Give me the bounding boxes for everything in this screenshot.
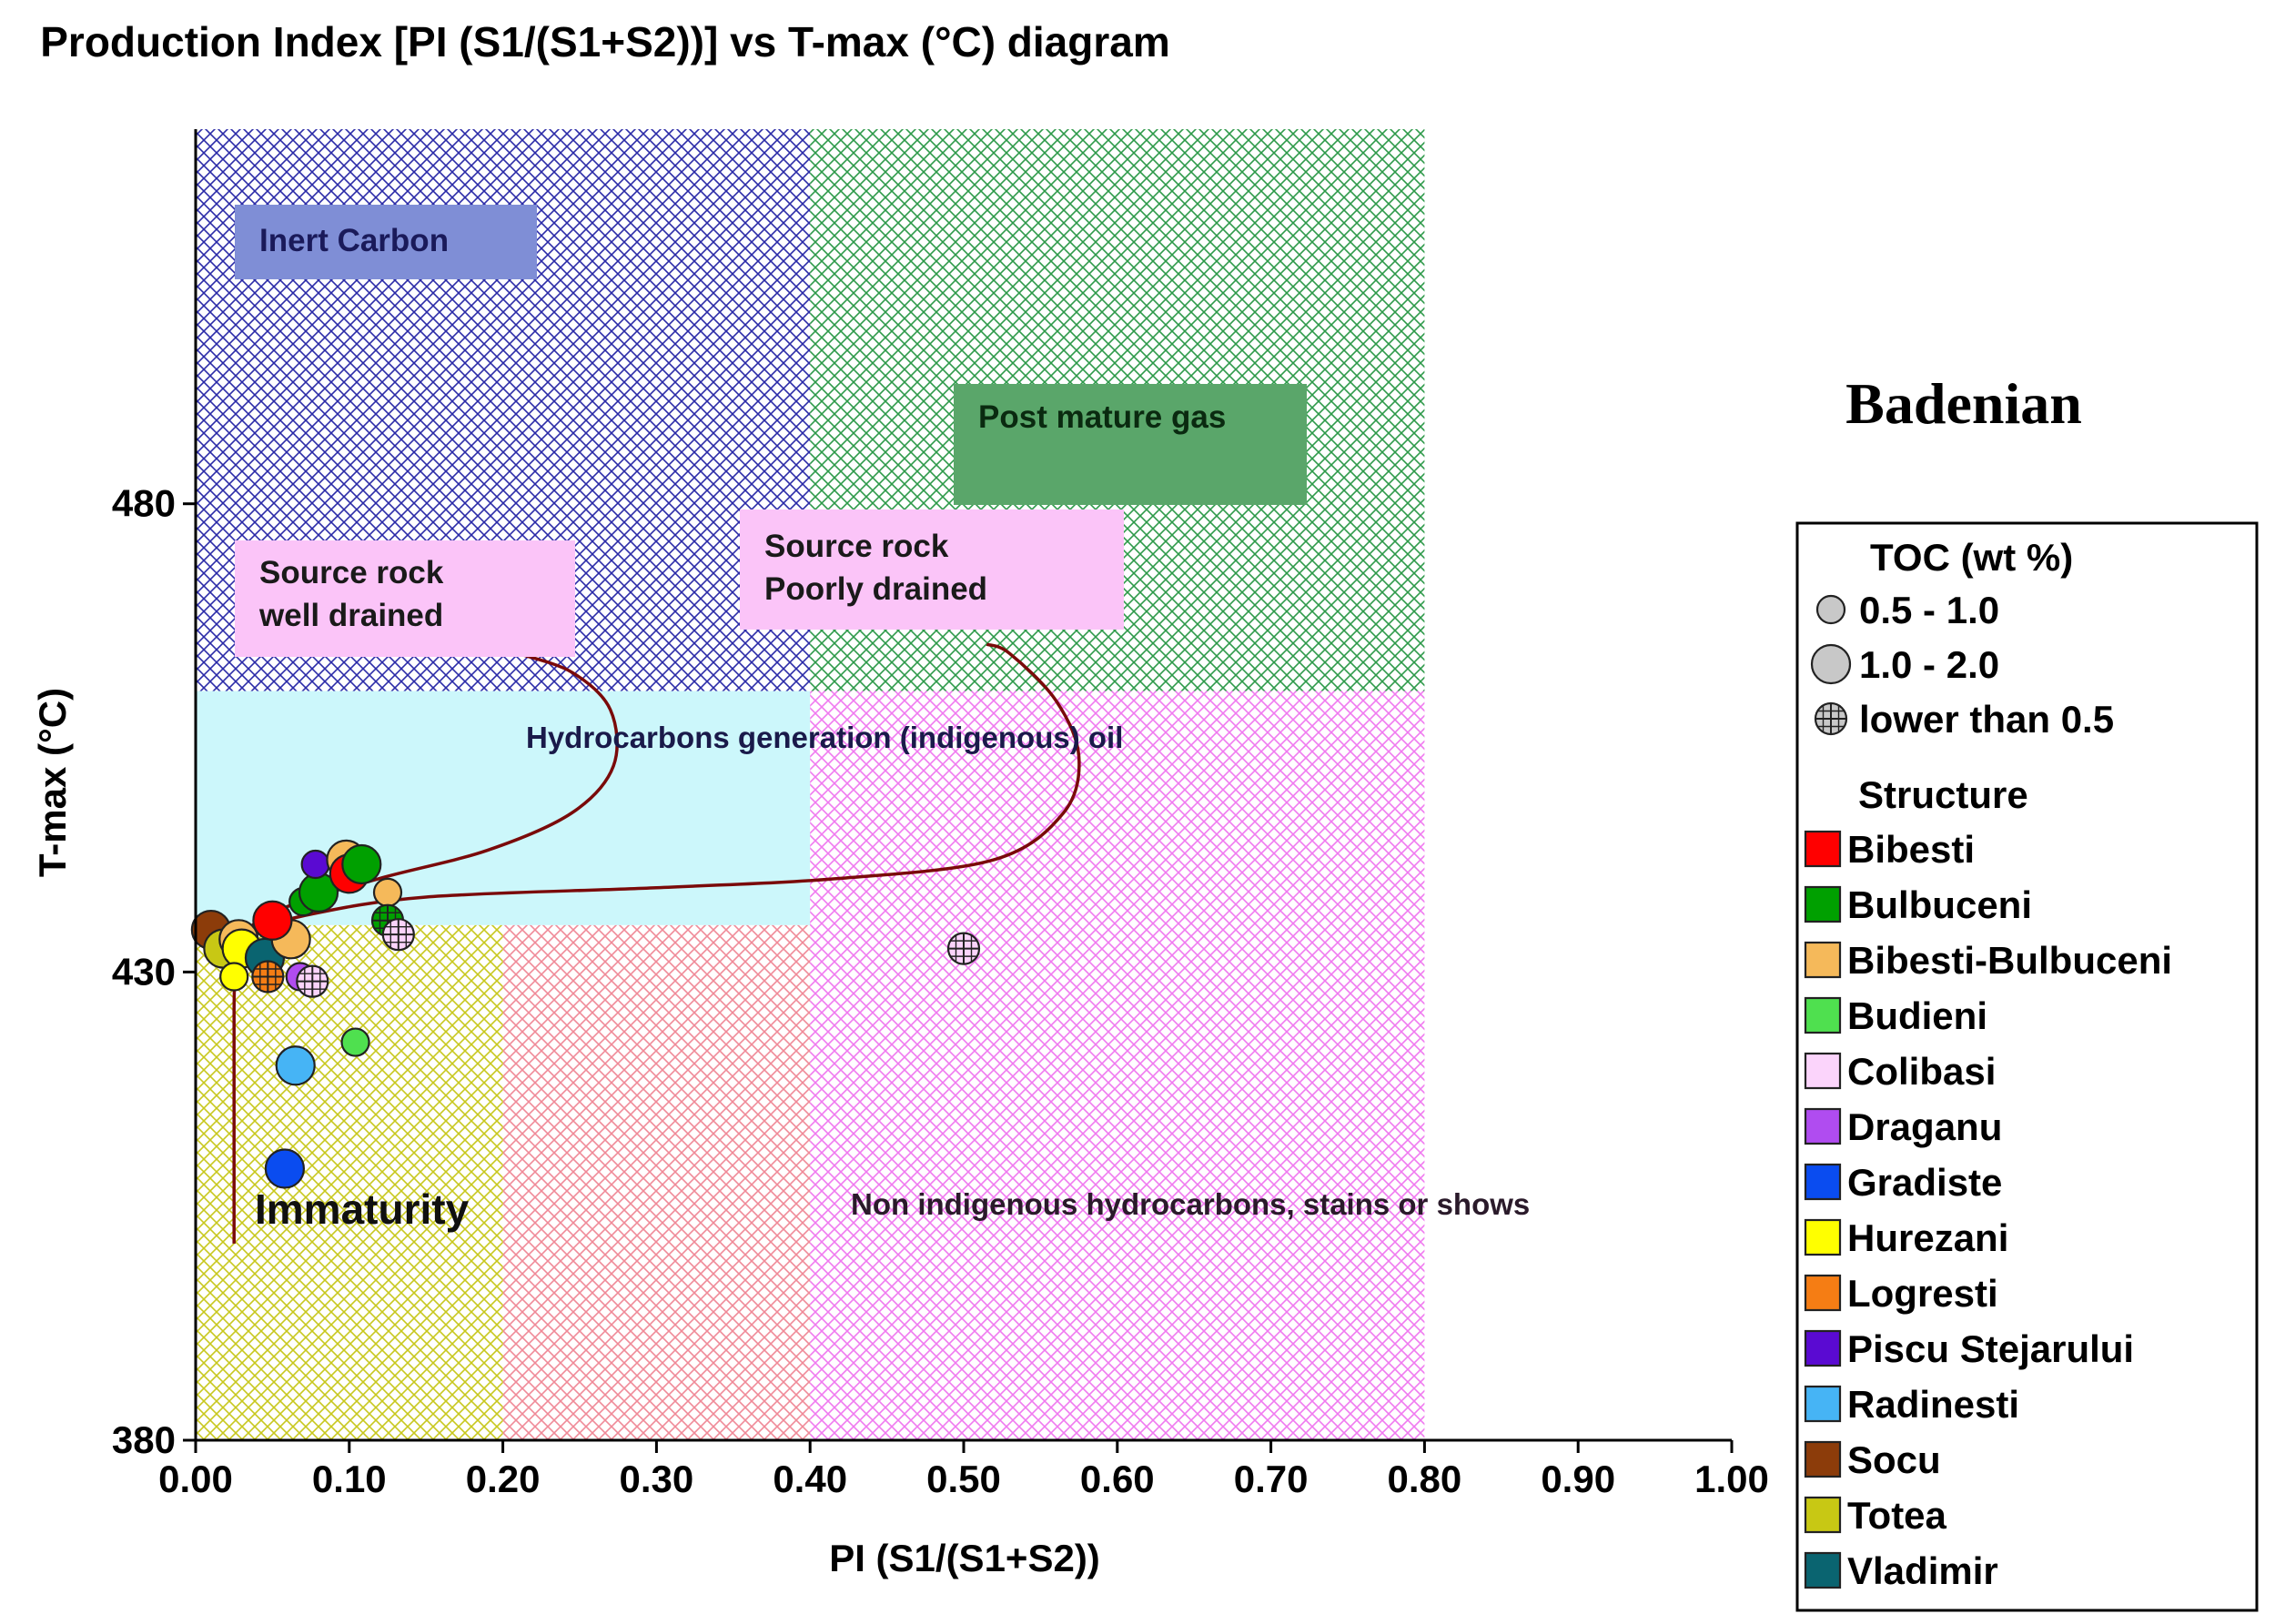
legend-toc-marker-lower-than-0-5: [1814, 701, 1848, 736]
data-point-bibesti-bulbuceni: [372, 877, 403, 907]
zone-labels: Inert Carbon Post mature gas Source rock…: [235, 205, 1530, 1233]
immaturity-label: Immaturity: [255, 1185, 470, 1233]
legend-swatch-gradiste: [1804, 1163, 1842, 1201]
y-axis-label: T-max (°C): [31, 688, 74, 877]
legend-structure-label: Draganu: [1847, 1105, 2002, 1148]
data-point-radinesti: [275, 1045, 316, 1086]
legend-structure-label: Totea: [1847, 1494, 1947, 1537]
legend-toc-items: 0.5 - 1.0 1.0 - 2.0 lower than 0.5: [1810, 589, 2114, 741]
legend-toc-label: 1.0 - 2.0: [1859, 643, 1999, 686]
data-point-colibasi: [296, 964, 329, 998]
y-tick-label: 380: [112, 1418, 176, 1461]
x-tick-label: 0.20: [466, 1458, 541, 1500]
inert-carbon-label-box: [235, 205, 537, 279]
legend-structure-title: Structure: [1858, 773, 2028, 816]
non-indigenous-label: Non indigenous hydrocarbons, stains or s…: [851, 1187, 1530, 1221]
y-ticks: 380 430 480: [112, 482, 196, 1461]
x-tick-label: 0.10: [312, 1458, 387, 1500]
data-point-piscu-stejarului: [300, 849, 330, 880]
post-mature-gas-label: Post mature gas: [978, 399, 1226, 435]
x-ticks: 0.00 0.10 0.20 0.30 0.40 0.50 0.60 0.70 0.80 0.90…: [158, 1440, 1769, 1500]
zone-non-indigenous-hydrocarbons-lower: [502, 924, 811, 1440]
x-tick-label: 0.40: [773, 1458, 847, 1500]
source-rock-well-drained-box: [235, 540, 575, 657]
zone-layer: [196, 129, 1425, 1440]
legend-swatch-socu: [1804, 1440, 1842, 1478]
legend-swatch-budieni: [1804, 996, 1842, 1034]
inert-carbon-label: Inert Carbon: [259, 223, 449, 258]
data-points: [190, 839, 981, 1189]
badenian-label: Badenian: [1845, 371, 2082, 436]
legend-toc-marker-1-0-2-0: [1810, 643, 1852, 685]
legend-structure-label: Vladimir: [1847, 1549, 1998, 1592]
source-rock-well-drained-line1: Source rock: [259, 555, 444, 590]
x-tick-label: 0.90: [1541, 1458, 1615, 1500]
legend-toc-marker-0-5-1-0: [1815, 594, 1846, 625]
data-point-colibasi: [381, 918, 415, 952]
x-tick-label: 0.60: [1080, 1458, 1155, 1500]
zone-immaturity: [196, 924, 503, 1440]
legend-swatch-piscu-stejarului: [1804, 1329, 1842, 1367]
x-tick-label: 0.00: [158, 1458, 233, 1500]
data-point-bulbuceni: [341, 843, 382, 885]
data-point-budieni: [340, 1027, 370, 1057]
legend-structure-label: Bulbuceni: [1847, 883, 2032, 926]
x-tick-label: 1.00: [1694, 1458, 1769, 1500]
chart-title: Production Index [PI (S1/(S1+S2))] vs T-…: [40, 18, 1169, 66]
legend-swatch-bibesti: [1804, 830, 1842, 868]
source-rock-poorly-drained-line1: Source rock: [764, 529, 949, 564]
legend-swatch-vladimir: [1804, 1551, 1842, 1589]
x-tick-label: 0.80: [1388, 1458, 1462, 1500]
legend-swatch-hurezani: [1804, 1218, 1842, 1256]
hydrocarbons-generation-label: Hydrocarbons generation (indigenous) oil: [526, 721, 1123, 754]
legend: TOC (wt %) 0.5 - 1.0 1.0 - 2.0 lower than …: [1795, 521, 2259, 1612]
legend-swatch-draganu: [1804, 1107, 1842, 1145]
legend-box: [1795, 521, 2259, 1612]
data-point-gradiste: [264, 1148, 306, 1189]
legend-structure-label: Colibasi: [1847, 1050, 1996, 1093]
data-point-bibesti: [252, 900, 293, 941]
legend-structure-label: Logresti: [1847, 1272, 1998, 1315]
source-rock-well-drained-line2: well drained: [258, 598, 443, 633]
legend-toc-label: 0.5 - 1.0: [1859, 589, 1999, 631]
legend-swatch-totea: [1804, 1496, 1842, 1534]
legend-structure-label: Budieni: [1847, 994, 1987, 1037]
x-tick-label: 0.30: [620, 1458, 694, 1500]
legend-swatch-logresti: [1804, 1274, 1842, 1312]
curve-well-drained-boundary: [232, 651, 619, 1244]
data-point-logresti: [251, 960, 285, 994]
source-rock-poorly-drained-line2: Poorly drained: [764, 571, 987, 607]
legend-structure-label: Bibesti-Bulbuceni: [1847, 939, 2172, 982]
legend-swatch-radinesti: [1804, 1385, 1842, 1423]
post-mature-gas-label-box: [954, 384, 1307, 505]
legend-toc-label: lower than 0.5: [1859, 698, 2114, 741]
legend-structure-label: Hurezani: [1847, 1216, 2008, 1259]
x-tick-label: 0.70: [1234, 1458, 1309, 1500]
legend-structure-label: Piscu Stejarului: [1847, 1327, 2134, 1370]
x-tick-label: 0.50: [926, 1458, 1001, 1500]
data-point-hurezani: [219, 962, 249, 992]
y-tick-label: 430: [112, 950, 176, 993]
legend-structure-label: Socu: [1847, 1438, 1941, 1481]
legend-structure-items: Bibesti Bulbuceni Bibesti-Bulbuceni Budieni…: [1804, 828, 2172, 1592]
legend-swatch-bulbuceni: [1804, 885, 1842, 923]
zone-non-indigenous-hydrocarbons-stains-or-shows: [810, 691, 1425, 1440]
legend-structure-label: Radinesti: [1847, 1383, 2019, 1426]
data-point-colibasi: [946, 932, 981, 965]
legend-swatch-bibesti-bulbuceni: [1804, 941, 1842, 979]
source-rock-poorly-drained-box: [740, 509, 1124, 630]
x-axis-label: PI (S1/(S1+S2)): [829, 1537, 1100, 1579]
y-tick-label: 480: [112, 482, 176, 525]
legend-toc-title: TOC (wt %): [1870, 536, 2073, 579]
legend-structure-label: Bibesti: [1847, 828, 1975, 871]
legend-structure-label: Gradiste: [1847, 1161, 2002, 1204]
legend-swatch-colibasi: [1804, 1052, 1842, 1090]
